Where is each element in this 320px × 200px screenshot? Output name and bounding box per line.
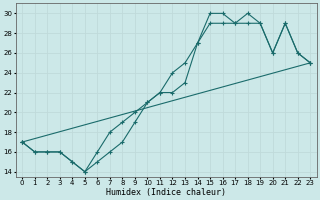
X-axis label: Humidex (Indice chaleur): Humidex (Indice chaleur) bbox=[106, 188, 226, 197]
